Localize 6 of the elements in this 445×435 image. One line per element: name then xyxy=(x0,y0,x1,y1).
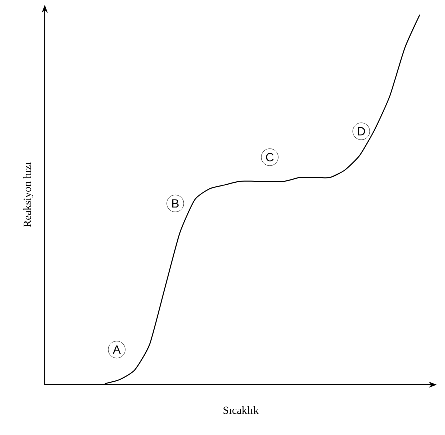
annotation: C xyxy=(266,153,274,162)
annotation: A xyxy=(113,346,121,354)
annotation: D xyxy=(358,127,366,136)
y-axis-title: Reaksiyon hızı xyxy=(24,162,34,228)
annotation: B xyxy=(172,200,179,208)
x-axis-title: Sıcaklık xyxy=(224,406,259,414)
